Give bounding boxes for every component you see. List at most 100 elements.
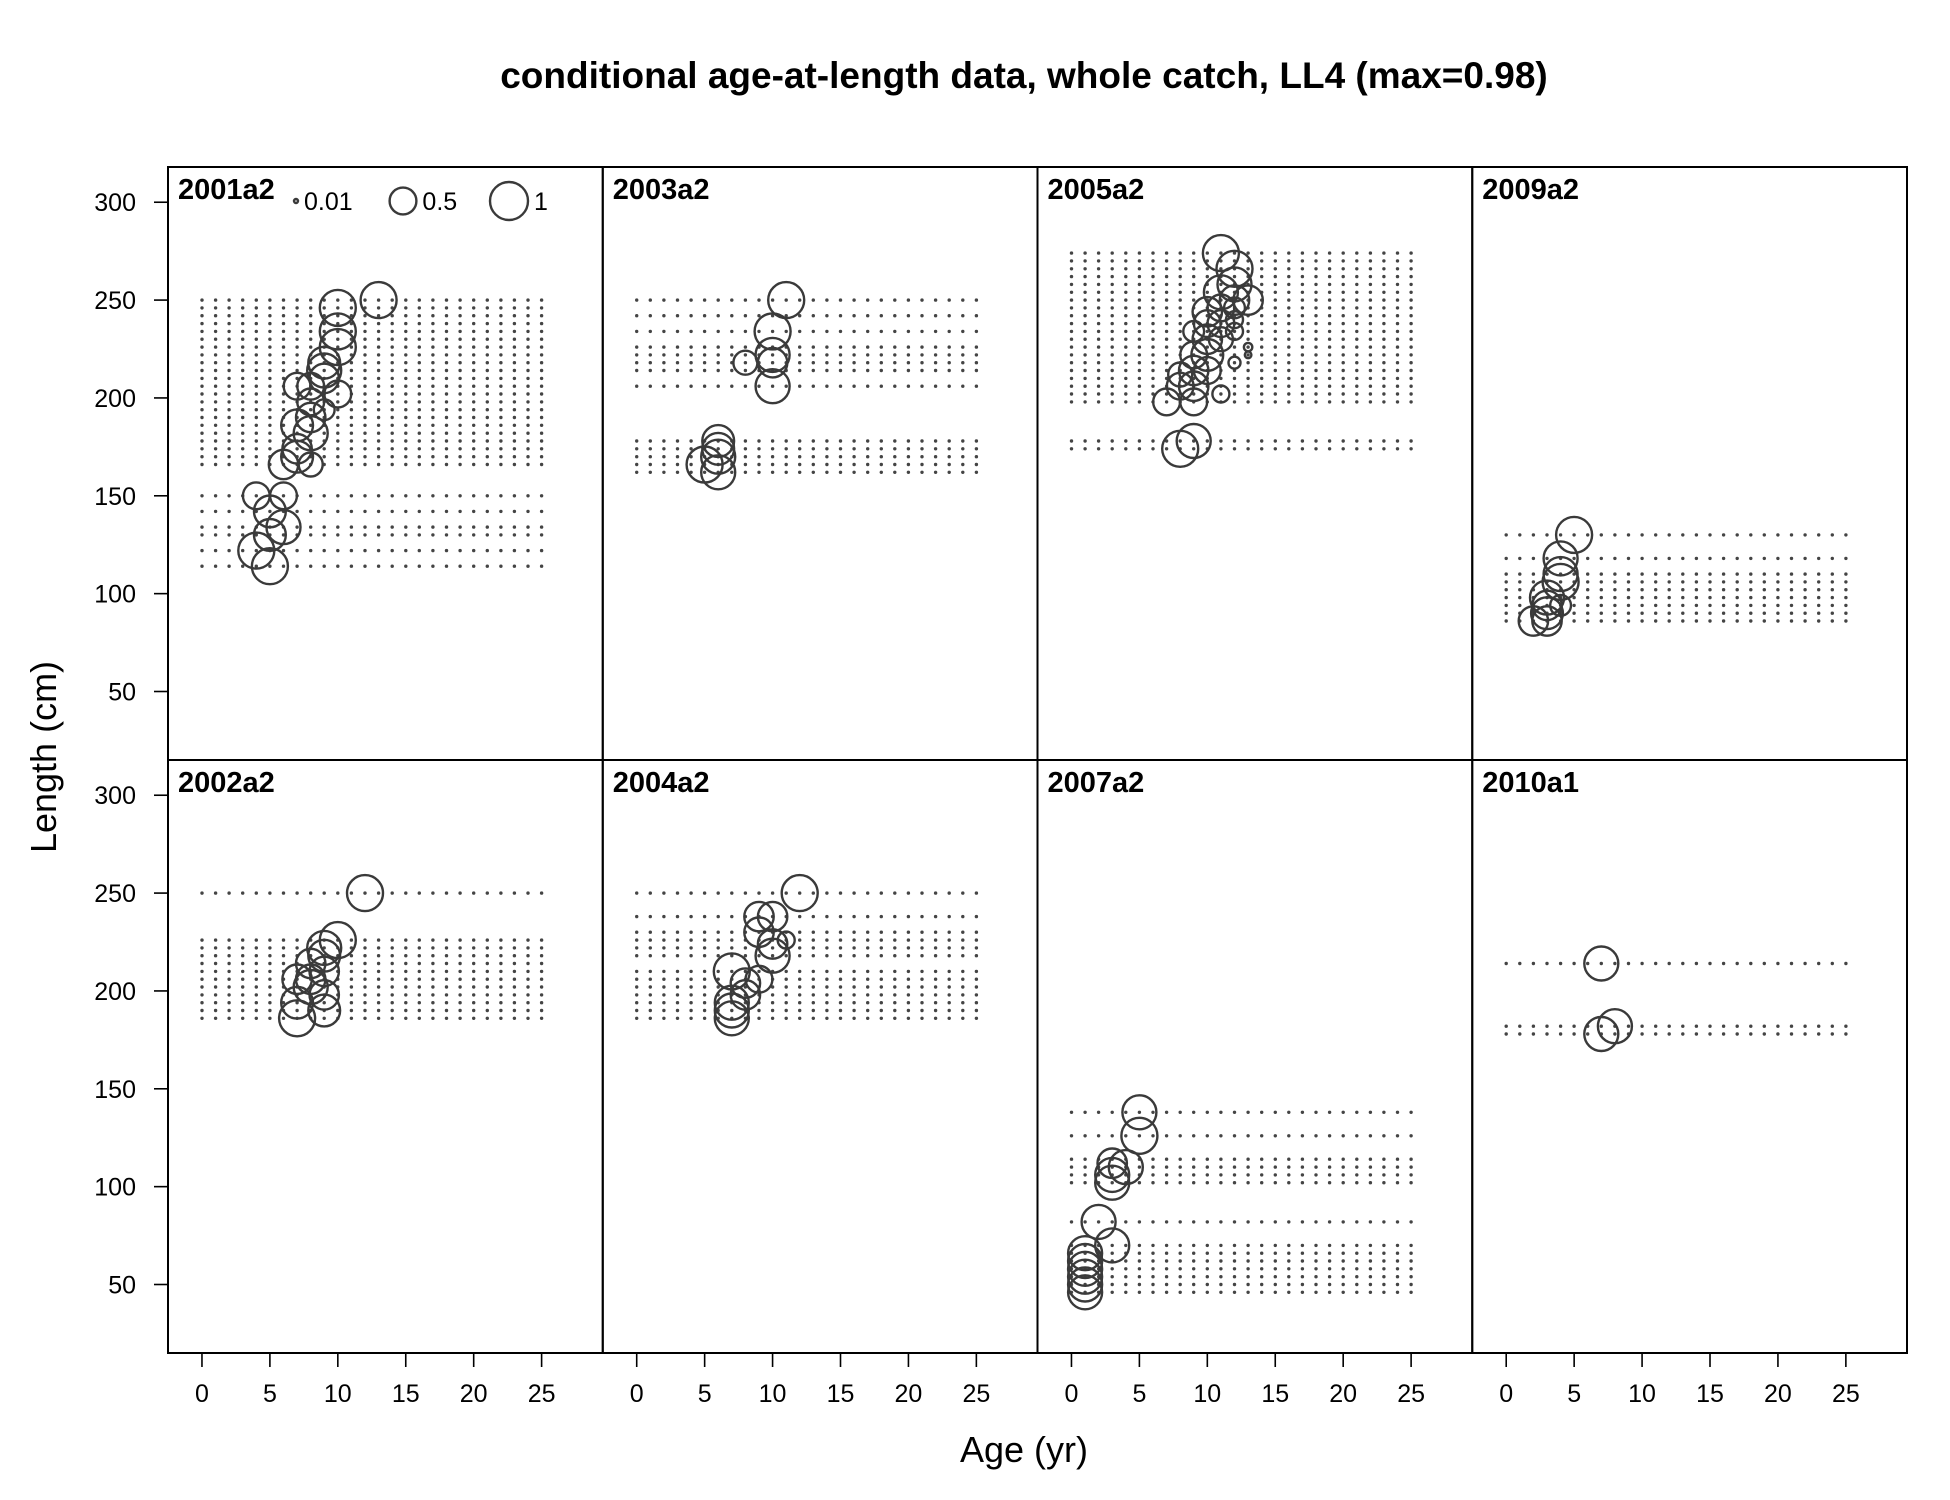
bin-dot xyxy=(1069,392,1074,396)
bin-dot xyxy=(499,439,503,443)
bin-dot xyxy=(662,455,666,459)
bin-dot xyxy=(444,509,449,514)
bin-dot xyxy=(1395,1290,1400,1295)
bin-dot xyxy=(376,564,381,568)
bin-dot xyxy=(431,961,435,966)
bin-dot xyxy=(1178,1110,1182,1115)
bin-dot xyxy=(1178,259,1182,263)
bin-dot xyxy=(1341,392,1345,396)
bin-dot xyxy=(227,400,231,404)
bin-dot xyxy=(1124,314,1128,318)
bin-dot xyxy=(431,525,435,529)
bin-dot xyxy=(1382,1267,1386,1271)
bin-dot xyxy=(1137,282,1142,287)
bin-dot xyxy=(241,533,245,537)
bin-dot xyxy=(1164,1243,1169,1248)
bin-dot xyxy=(404,321,408,326)
bin-dot xyxy=(662,954,666,958)
bin-dot xyxy=(811,938,815,942)
bin-dot xyxy=(1287,400,1291,404)
bin-dot xyxy=(1409,274,1413,279)
bin-dot xyxy=(485,977,489,981)
bin-dot xyxy=(1355,282,1359,287)
bin-dot xyxy=(1151,298,1155,302)
bin-dot xyxy=(933,345,938,349)
bin-dot xyxy=(838,329,843,334)
bin-dot xyxy=(947,345,951,349)
bin-dot xyxy=(472,337,476,341)
bin-dot xyxy=(1613,580,1617,584)
bin-dot xyxy=(1273,368,1278,373)
bin-dot xyxy=(431,993,435,997)
bin-dot xyxy=(526,969,530,974)
bin-dot xyxy=(1205,1267,1210,1271)
bin-dot xyxy=(1667,572,1671,576)
bin-dot xyxy=(1300,400,1305,404)
bin-dot xyxy=(716,938,720,942)
bin-dot xyxy=(363,509,367,514)
bin-dot xyxy=(1327,384,1332,388)
bin-dot xyxy=(431,361,435,365)
bin-dot xyxy=(974,1008,979,1013)
bin-dot xyxy=(1246,251,1250,255)
bin-dot xyxy=(1558,580,1563,584)
bin-dot xyxy=(838,345,843,349)
bin-dot xyxy=(349,977,354,981)
bin-dot xyxy=(1654,603,1658,608)
bin-dot xyxy=(811,954,815,958)
bin-dot xyxy=(1409,1259,1413,1263)
bin-dot xyxy=(784,891,788,895)
bin-dot xyxy=(879,314,883,318)
bin-dot xyxy=(1504,556,1508,561)
bin-dot xyxy=(376,961,381,966)
bin-dot xyxy=(241,969,245,974)
bin-dot xyxy=(933,329,938,334)
bin-dot xyxy=(363,1001,367,1005)
bin-dot xyxy=(417,462,421,467)
bin-dot xyxy=(920,1016,924,1020)
bin-dot xyxy=(1246,368,1250,373)
bin-dot xyxy=(1137,267,1142,271)
bin-dot xyxy=(539,969,544,974)
bin-dot xyxy=(1789,595,1794,600)
bin-dot xyxy=(635,447,639,451)
bin-dot xyxy=(1327,329,1332,334)
bin-dot xyxy=(1368,259,1373,263)
bin-dot xyxy=(920,368,924,373)
bin-dot xyxy=(1518,603,1522,608)
bin-dot xyxy=(675,384,680,388)
bin-dot xyxy=(906,930,911,934)
bin-dot xyxy=(1192,267,1196,271)
bin-dot xyxy=(906,447,911,451)
bin-dot xyxy=(1246,376,1250,381)
bin-dot xyxy=(852,993,856,997)
bin-dot xyxy=(417,423,421,427)
bin-dot xyxy=(444,392,449,396)
bin-dot xyxy=(512,298,517,302)
bin-dot xyxy=(825,361,829,365)
bin-dot xyxy=(539,938,544,942)
bin-dot xyxy=(1844,572,1848,576)
bin-dot xyxy=(417,548,421,553)
bin-dot xyxy=(200,400,204,404)
bin-dot xyxy=(539,321,544,326)
bin-dot xyxy=(1395,345,1400,349)
bin-dot xyxy=(417,337,421,341)
bin-dot xyxy=(866,314,870,318)
bin-dot xyxy=(1096,400,1101,404)
bin-dot xyxy=(893,361,897,365)
bin-dot xyxy=(961,930,965,934)
bin-dot xyxy=(254,1008,258,1013)
bin-dot xyxy=(213,985,218,989)
bin-dot xyxy=(1260,1282,1264,1287)
bin-dot xyxy=(879,993,883,997)
bin-dot xyxy=(1246,1181,1250,1185)
bin-dot xyxy=(200,361,204,365)
bin-dot xyxy=(1137,345,1142,349)
bin-dot xyxy=(241,455,245,459)
x-tick-label: 10 xyxy=(759,1380,787,1408)
bin-dot xyxy=(499,564,503,568)
bin-dot xyxy=(431,306,435,310)
bin-dot xyxy=(1586,588,1590,592)
x-tick-label: 0 xyxy=(1065,1380,1079,1408)
